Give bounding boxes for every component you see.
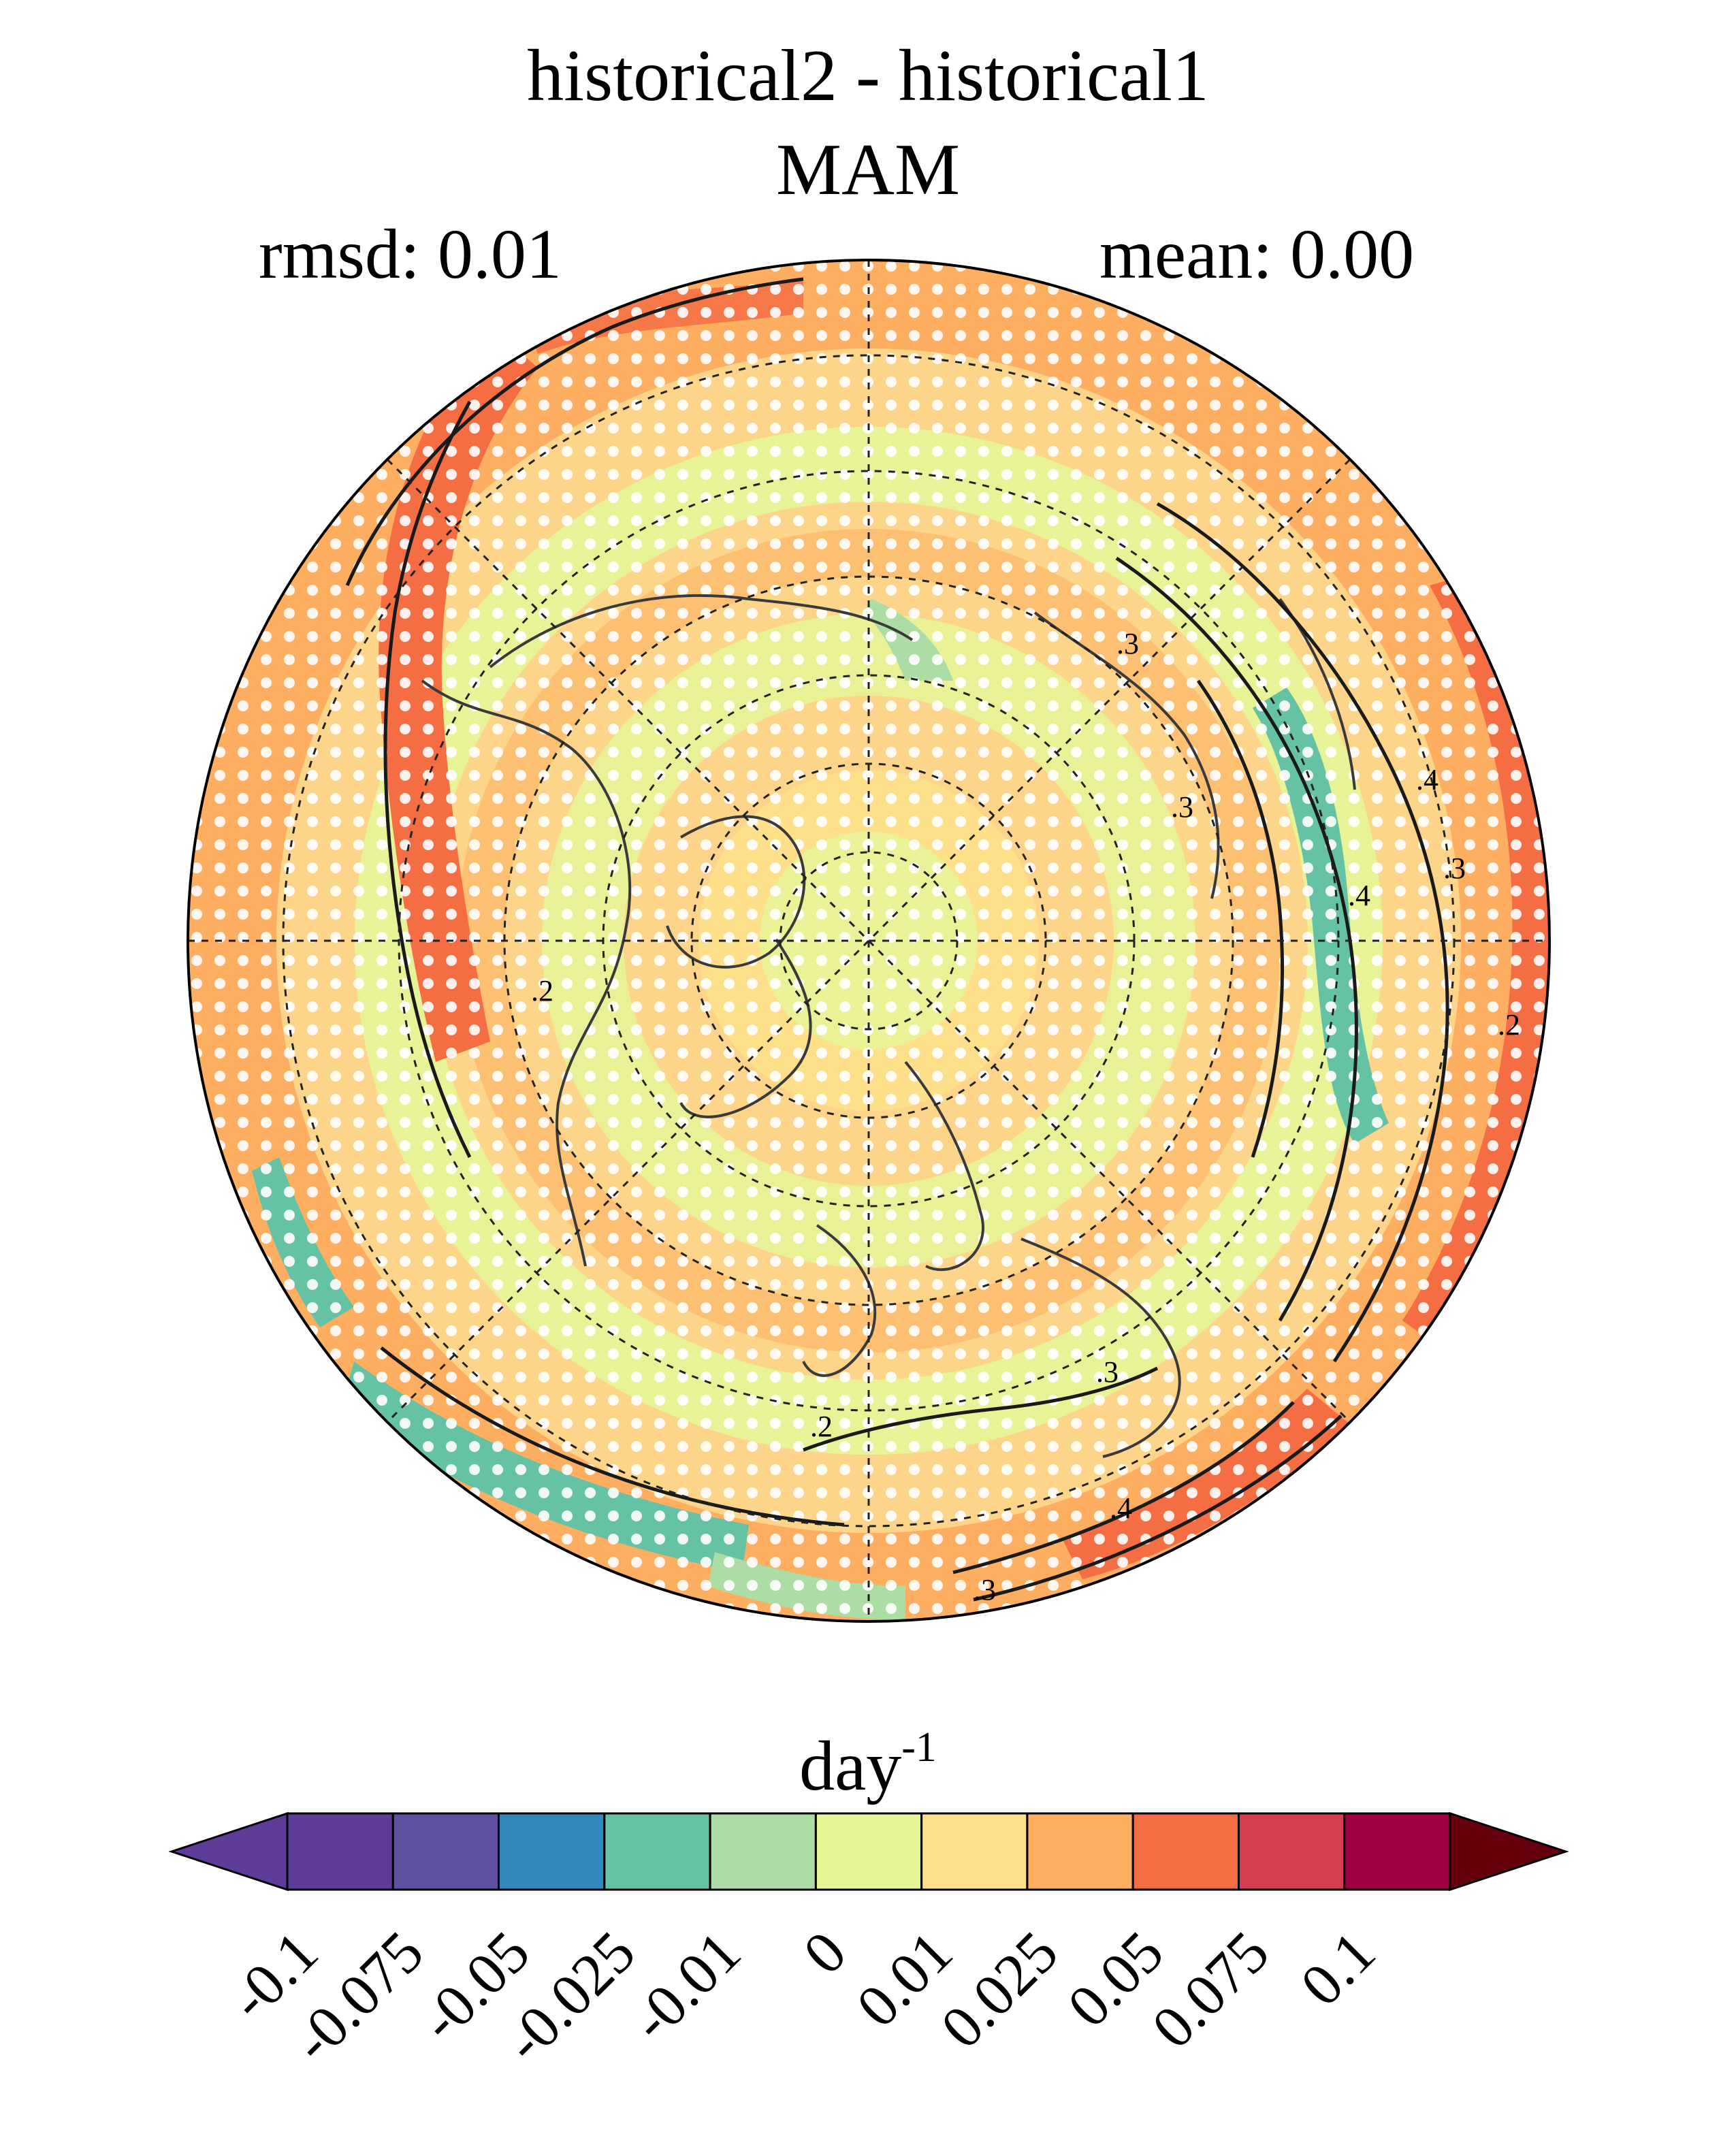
contour-line xyxy=(380,1346,845,1527)
contour-label: .3 xyxy=(1116,627,1139,660)
map-field: .2 .3 .3 .4 .4 .3 .2 .2 .3 .4 .3 xyxy=(188,260,1549,1621)
coastline-arctic-north xyxy=(489,594,914,668)
contour-line xyxy=(973,1415,1343,1602)
figure-title-line1: historical2 - historical1 xyxy=(527,35,1209,116)
contour-label: .2 xyxy=(1498,1008,1520,1041)
contour-label: .3 xyxy=(974,1573,996,1606)
colorbar-box xyxy=(498,1812,606,1891)
colorbar-box xyxy=(391,1812,500,1891)
colorbar-units: day-1 xyxy=(0,1726,1736,1802)
coastline-europe xyxy=(1020,1238,1181,1458)
graticule xyxy=(188,260,1549,1621)
units-base: day xyxy=(799,1727,902,1805)
contour-line xyxy=(1156,502,1449,1363)
units-exponent: -1 xyxy=(901,1724,937,1771)
coastline-scandinavia xyxy=(904,1061,984,1272)
coastline-britain xyxy=(802,1224,877,1377)
coastline-west xyxy=(421,679,632,1267)
map-border xyxy=(187,259,1551,1623)
colorbar-box xyxy=(1131,1812,1240,1891)
mean-label: mean: 0.00 xyxy=(1099,215,1415,293)
colorbar-box xyxy=(1026,1812,1134,1891)
contour-label: .4 xyxy=(1110,1491,1132,1525)
colorbar-box xyxy=(709,1812,817,1891)
coastline-siberia xyxy=(1033,611,1220,899)
contour-label: .3 xyxy=(1443,852,1466,885)
contour-line xyxy=(383,400,472,1159)
rmsd-label: rmsd: 0.01 xyxy=(259,215,562,293)
polar-map: .2 .3 .3 .4 .4 .3 .2 .2 .3 .4 .3 xyxy=(187,259,1551,1623)
colorbar-over-triangle xyxy=(1449,1811,1569,1892)
contour-line xyxy=(1115,556,1358,1322)
colorbar-under-triangle xyxy=(168,1811,289,1892)
colorbar-box xyxy=(1237,1812,1346,1891)
contour-line xyxy=(803,1366,1159,1452)
coastline-greenland xyxy=(679,938,812,1118)
coastline-arctic-islands xyxy=(666,815,806,969)
contour-line xyxy=(1196,679,1285,1158)
contour-label: .2 xyxy=(531,974,553,1007)
contour-lines xyxy=(345,277,1449,1602)
colorbar-box xyxy=(286,1812,394,1891)
colorbar-boxes xyxy=(286,1812,1451,1891)
coastlines xyxy=(421,594,1356,1458)
contour-line xyxy=(952,1401,1295,1574)
contour-label: .2 xyxy=(810,1410,833,1443)
meridian-line xyxy=(386,458,1351,1423)
colorbar-box xyxy=(814,1812,923,1891)
colorbar-box xyxy=(920,1812,1029,1891)
contour-line xyxy=(345,277,804,587)
colorbar-box xyxy=(603,1812,711,1891)
contour-label: .3 xyxy=(1171,790,1193,824)
contour-label: .3 xyxy=(1096,1355,1119,1389)
meridian-line xyxy=(386,458,1351,1423)
colorbar-box xyxy=(1343,1812,1451,1891)
figure-title-season: MAM xyxy=(775,129,961,210)
contour-label: .4 xyxy=(1348,879,1370,912)
